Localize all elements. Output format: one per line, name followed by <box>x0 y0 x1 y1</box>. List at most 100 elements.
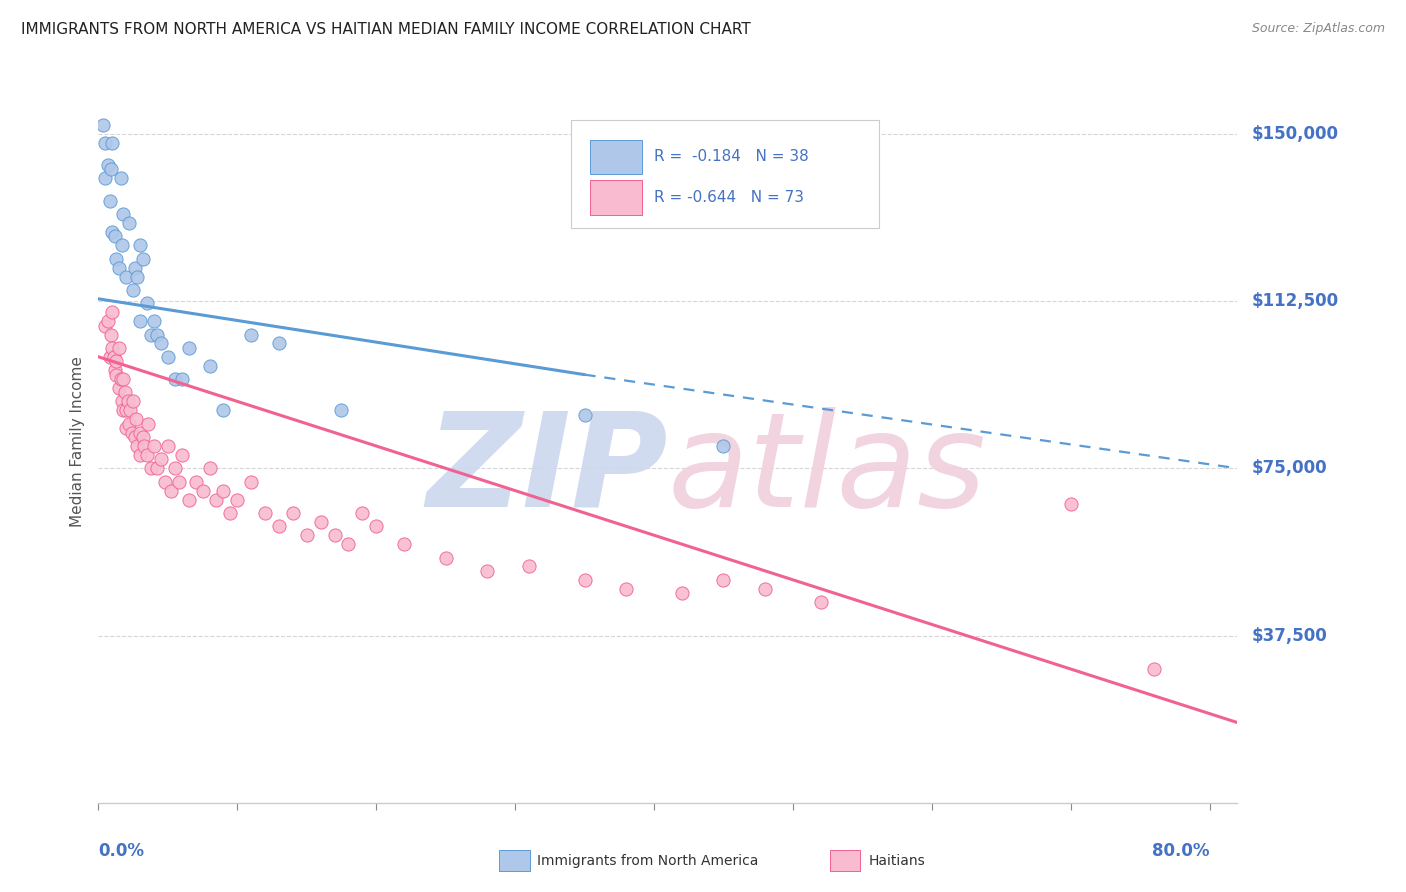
Point <box>110 372 132 386</box>
Point <box>366 519 388 533</box>
Point <box>254 506 277 520</box>
Point <box>323 528 346 542</box>
Point <box>101 341 124 355</box>
Point <box>145 327 167 342</box>
Text: Source: ZipAtlas.com: Source: ZipAtlas.com <box>1251 22 1385 36</box>
Point <box>167 475 190 489</box>
Point <box>281 506 304 520</box>
Point <box>134 439 156 453</box>
Point <box>100 327 122 342</box>
Point <box>177 492 200 507</box>
Point <box>352 506 374 520</box>
Point <box>205 492 228 507</box>
Point <box>198 359 221 373</box>
Point <box>118 417 141 431</box>
Point <box>212 483 235 498</box>
Point <box>111 238 134 252</box>
Point <box>138 417 160 431</box>
Point <box>184 475 207 489</box>
Point <box>117 394 139 409</box>
Point <box>98 350 121 364</box>
Point <box>240 327 263 342</box>
Point <box>103 350 125 364</box>
Point <box>129 448 152 462</box>
Point <box>104 363 127 377</box>
Point <box>120 403 142 417</box>
Text: R = -0.644   N = 73: R = -0.644 N = 73 <box>654 190 804 205</box>
Point <box>101 305 124 319</box>
Point <box>114 385 136 400</box>
Point <box>132 430 155 444</box>
Point <box>108 381 131 395</box>
Point <box>136 448 159 462</box>
Point <box>1059 497 1081 511</box>
Point <box>149 336 172 351</box>
Point <box>129 425 152 440</box>
Text: ZIP: ZIP <box>426 407 668 534</box>
Point <box>127 439 149 453</box>
Point <box>110 171 132 186</box>
Point <box>124 260 146 275</box>
Point <box>477 564 499 578</box>
Point <box>122 394 145 409</box>
Text: $37,500: $37,500 <box>1251 626 1327 645</box>
Text: atlas: atlas <box>668 407 987 534</box>
Point <box>159 483 181 498</box>
Point <box>163 461 186 475</box>
Point <box>143 439 166 453</box>
Point <box>149 452 172 467</box>
Point <box>118 216 141 230</box>
Point <box>136 296 159 310</box>
Point <box>112 372 135 386</box>
Point <box>115 403 138 417</box>
Point <box>163 372 186 386</box>
Point <box>337 537 360 551</box>
Point <box>124 430 146 444</box>
Point <box>574 573 596 587</box>
Text: Immigrants from North America: Immigrants from North America <box>537 854 758 868</box>
Point <box>127 269 149 284</box>
Point <box>145 461 167 475</box>
Point <box>198 461 221 475</box>
Text: 80.0%: 80.0% <box>1152 842 1209 860</box>
Y-axis label: Median Family Income: Median Family Income <box>70 356 86 527</box>
Point <box>91 118 114 132</box>
Text: IMMIGRANTS FROM NORTH AMERICA VS HAITIAN MEDIAN FAMILY INCOME CORRELATION CHART: IMMIGRANTS FROM NORTH AMERICA VS HAITIAN… <box>21 22 751 37</box>
FancyBboxPatch shape <box>591 180 641 215</box>
Point <box>112 207 135 221</box>
Point <box>94 136 117 150</box>
Point <box>105 368 128 382</box>
Point <box>101 225 124 239</box>
Point <box>115 421 138 435</box>
Point <box>226 492 249 507</box>
Point <box>97 158 120 172</box>
FancyBboxPatch shape <box>591 139 641 174</box>
Point <box>100 162 122 177</box>
Point <box>112 403 135 417</box>
Point <box>105 354 128 368</box>
Point <box>129 314 152 328</box>
Point <box>309 515 332 529</box>
Point <box>156 350 179 364</box>
Point <box>713 573 735 587</box>
Text: $75,000: $75,000 <box>1251 459 1327 477</box>
Point <box>240 475 263 489</box>
Point <box>267 519 290 533</box>
Point <box>141 461 163 475</box>
Text: $112,500: $112,500 <box>1251 292 1339 310</box>
Point <box>713 439 735 453</box>
Point <box>108 260 131 275</box>
Point <box>170 372 193 386</box>
Point <box>1143 662 1166 676</box>
Point <box>141 327 163 342</box>
Point <box>97 314 120 328</box>
Point <box>108 341 131 355</box>
Point <box>111 394 134 409</box>
Point <box>94 171 117 186</box>
Point <box>219 506 242 520</box>
Point <box>295 528 318 542</box>
Point <box>101 136 124 150</box>
Point <box>115 269 138 284</box>
Point <box>104 229 127 244</box>
Text: R =  -0.184   N = 38: R = -0.184 N = 38 <box>654 149 808 164</box>
